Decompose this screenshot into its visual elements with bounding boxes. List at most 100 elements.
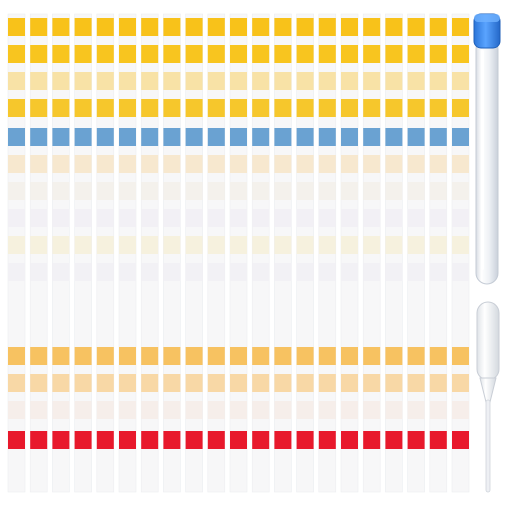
reagent-pad: [185, 431, 203, 449]
reagent-pad: [30, 209, 48, 227]
test-strip: [74, 13, 92, 493]
reagent-pad: [96, 128, 114, 146]
reagent-pad: [407, 45, 425, 63]
reagent-pad: [429, 374, 447, 392]
reagent-pad: [52, 18, 70, 36]
reagent-pad: [8, 347, 25, 365]
reagent-pad: [407, 128, 425, 146]
reagent-pad: [296, 263, 314, 281]
reagent-pad: [141, 155, 159, 173]
reagent-pad: [274, 99, 292, 117]
reagent-pad: [363, 155, 381, 173]
reagent-pad: [185, 182, 203, 200]
reagent-pad: [74, 18, 92, 36]
reagent-pad: [119, 374, 136, 392]
reagent-pad: [341, 45, 358, 63]
reagent-pad: [385, 128, 403, 146]
reagent-pad: [341, 182, 358, 200]
test-strip: [7, 13, 26, 493]
reagent-pad: [30, 236, 48, 254]
reagent-pad: [207, 18, 225, 36]
reagent-pad: [8, 18, 25, 36]
reagent-pad: [452, 263, 469, 281]
reagent-pad: [163, 236, 181, 254]
test-strip: [340, 13, 359, 493]
reagent-pad: [141, 18, 159, 36]
reagent-pad: [119, 99, 136, 117]
test-strip: [207, 13, 226, 493]
reagent-pad: [96, 431, 114, 449]
reagent-pad: [274, 263, 292, 281]
reagent-pad: [296, 99, 314, 117]
reagent-pad: [30, 431, 48, 449]
reagent-pad: [141, 431, 159, 449]
reagent-pad: [163, 209, 181, 227]
reagent-pad: [141, 45, 159, 63]
reagent-pad: [363, 401, 381, 419]
reagent-pad: [207, 45, 225, 63]
test-strip: [96, 13, 115, 493]
reagent-pad: [96, 209, 114, 227]
reagent-pad: [163, 99, 181, 117]
reagent-pad: [341, 236, 358, 254]
reagent-pad: [52, 401, 70, 419]
test-strip: [296, 13, 314, 493]
reagent-pad: [141, 182, 159, 200]
reagent-pad: [119, 431, 136, 449]
reagent-pad: [407, 155, 425, 173]
reagent-pad: [252, 209, 270, 227]
reagent-pad: [385, 72, 403, 90]
reagent-pad: [274, 431, 292, 449]
reagent-pad: [318, 72, 336, 90]
test-strip: [251, 13, 270, 493]
reagent-pad: [385, 155, 403, 173]
test-strip: [429, 13, 448, 493]
reagent-pad: [252, 155, 270, 173]
reagent-pad: [363, 431, 381, 449]
reagent-pad: [318, 182, 336, 200]
reagent-pad: [52, 128, 70, 146]
reagent-pad: [230, 374, 247, 392]
pipette-stem: [485, 399, 491, 493]
reagent-pad: [341, 18, 358, 36]
reagent-pad: [363, 45, 381, 63]
test-strip: [407, 13, 425, 493]
reagent-pad: [318, 263, 336, 281]
reagent-pad: [385, 431, 403, 449]
reagent-pad: [230, 263, 247, 281]
reagent-pad: [96, 18, 114, 36]
reagent-pad: [30, 72, 48, 90]
reagent-pad: [185, 347, 203, 365]
reagent-pad: [230, 18, 247, 36]
reagent-pad: [163, 18, 181, 36]
reagent-pad: [363, 18, 381, 36]
reagent-pad: [185, 263, 203, 281]
reagent-pad: [207, 99, 225, 117]
reagent-pad: [252, 347, 270, 365]
reagent-pad: [452, 45, 469, 63]
reagent-pad: [296, 401, 314, 419]
reagent-pad: [163, 401, 181, 419]
reagent-pad: [74, 431, 92, 449]
reagent-pad: [407, 347, 425, 365]
test-strip: [163, 13, 181, 493]
reagent-pad: [318, 99, 336, 117]
reagent-pad: [8, 431, 25, 449]
reagent-pad: [407, 209, 425, 227]
reagent-pad: [207, 128, 225, 146]
test-tube: [473, 13, 501, 285]
reagent-pad: [318, 209, 336, 227]
reagent-pad: [385, 45, 403, 63]
reagent-pad: [119, 45, 136, 63]
reagent-pad: [429, 18, 447, 36]
reagent-pad: [452, 18, 469, 36]
reagent-pad: [52, 99, 70, 117]
reagent-pad: [363, 263, 381, 281]
pipette-bulb: [476, 301, 500, 381]
reagent-pad: [318, 347, 336, 365]
reagent-pad: [96, 155, 114, 173]
test-strip: [318, 13, 337, 493]
reagent-pad: [385, 347, 403, 365]
reagent-pad: [230, 182, 247, 200]
reagent-pad: [296, 72, 314, 90]
